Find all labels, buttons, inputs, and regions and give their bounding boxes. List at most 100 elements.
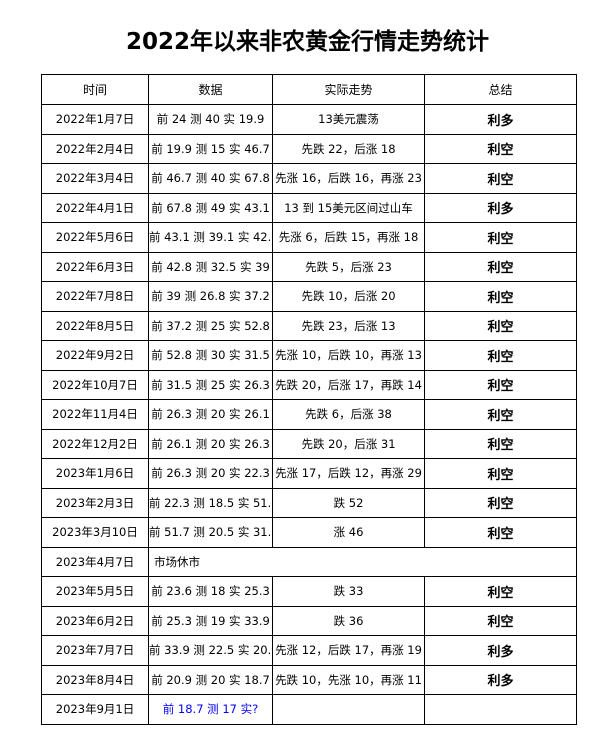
table-row-pending: 2023年9月1日前 18.7 测 17 实? [41,694,577,725]
cell-summary: 利空 [424,340,577,371]
table-row: 2022年1月7日前 24 测 40 实 19.9 13美元震荡 利多 [41,104,577,135]
cell-summary: 利空 [424,458,577,489]
cell-summary: 利空 [424,487,577,518]
cell-data: 前 25.3 测 19 实 33.9 [148,605,273,636]
table-row: 2023年8月4日前 20.9 测 20 实 18.7 先跌 10，先涨 10，再… [41,664,577,695]
cell-summary: 利空 [424,576,577,607]
cell-trend: 先跌 6，后涨 38 [272,399,425,430]
cell-date: 2022年5月6日 [41,222,149,253]
cell-summary: 利空 [424,251,577,282]
cell-data: 前 67.8 测 49 实 43.1 [148,192,273,223]
table-row: 2022年9月2日前 52.8 测 30 实 31.5 先涨 10，后跌 10，再… [41,340,577,371]
cell-trend: 跌 52 [272,487,425,518]
page-title: 2022年以来非农黄金行情走势统计 [125,29,489,55]
cell-data: 前 43.1 测 39.1 实 42.8 [148,222,273,253]
cell-date: 2023年2月3日 [41,487,149,518]
cell-trend: 13 到 15美元区间过山车 [272,192,425,223]
cell-trend: 先跌 10，后涨 20 [272,281,425,312]
table-row: 2022年10月7日前 31.5 测 25 实 26.3 先跌 20，后涨 17，… [41,369,577,400]
header-time: 时间 [41,74,149,105]
table-row: 2022年6月3日前 42.8 测 32.5 实 39 先跌 5，后涨 23 利空 [41,251,577,282]
cell-date: 2023年8月4日 [41,664,149,695]
cell-date: 2023年9月1日 [41,694,149,725]
cell-date: 2022年9月2日 [41,340,149,371]
cell-date: 2022年6月3日 [41,251,149,282]
cell-data: 前 24 测 40 实 19.9 [148,104,273,135]
table-row: 2022年2月4日前 19.9 测 15 实 46.7 先跌 22，后涨 18 利空 [41,133,577,164]
table-row: 2022年8月5日前 37.2 测 25 实 52.8 先跌 23，后涨 13 利空 [41,310,577,341]
cell-date: 2022年10月7日 [41,369,149,400]
table-row-closed: 2023年4月7日 市场休市 [41,546,577,577]
cell-date: 2022年4月1日 [41,192,149,223]
cell-data: 前 23.6 测 18 实 25.3 [148,576,273,607]
cell-summary: 利空 [424,517,577,548]
table-row: 2022年7月8日前 39 测 26.8 实 37.2 先跌 10，后涨 20 利空 [41,281,577,312]
cell-data: 前 51.7 测 20.5 实 31.1 [148,517,273,548]
cell-date: 2022年12月2日 [41,428,149,459]
cell-trend: 先跌 22，后涨 18 [272,133,425,164]
cell-data: 前 33.9 测 22.5 实 20.9 [148,635,273,666]
cell-summary: 利空 [424,605,577,636]
cell-data: 前 26.3 测 20 实 26.1 [148,399,273,430]
cell-trend: 先跌 23，后涨 13 [272,310,425,341]
cell-data: 前 26.1 测 20 实 26.3 [148,428,273,459]
cell-summary: 利多 [424,192,577,223]
cell-data: 前 31.5 测 25 实 26.3 [148,369,273,400]
cell-trend: 先涨 10，后跌 10，再涨 13 [272,340,425,371]
cell-date: 2022年11月4日 [41,399,149,430]
cell-summary: 利空 [424,133,577,164]
table-row: 2022年3月4日前 46.7 测 40 实 67.8 先涨 16，后跌 16，再… [41,163,577,194]
cell-trend: 跌 36 [272,605,425,636]
cell-date: 2023年1月6日 [41,458,149,489]
cell-data: 前 26.3 测 20 实 22.3 [148,458,273,489]
cell-summary: 利多 [424,664,577,695]
table-row: 2023年6月2日前 25.3 测 19 实 33.9 跌 36 利空 [41,605,577,636]
cell-trend: 先涨 6，后跌 15，再涨 18 [272,222,425,253]
header-data: 数据 [148,74,273,105]
cell-data: 前 19.9 测 15 实 46.7 [148,133,273,164]
cell-data: 前 46.7 测 40 实 67.8 [148,163,273,194]
cell-trend: 先涨 12，后跌 17，再涨 19 [272,635,425,666]
header-trend: 实际走势 [272,74,425,105]
cell-summary: 利空 [424,222,577,253]
cell-date: 2022年1月7日 [41,104,149,135]
cell-summary: 利空 [424,369,577,400]
cell-trend: 跌 33 [272,576,425,607]
cell-data: 前 18.7 测 17 实? [148,694,273,725]
table-row: 2022年5月6日前 43.1 测 39.1 实 42.8 先涨 6，后跌 15，… [41,222,577,253]
cell-date: 2022年8月5日 [41,310,149,341]
cell-date: 2023年3月10日 [41,517,149,548]
cell-date: 2023年6月2日 [41,605,149,636]
cell-date: 2022年7月8日 [41,281,149,312]
table-row: 2022年4月1日前 67.8 测 49 实 43.1 13 到 15美元区间过山… [41,192,577,223]
table-row: 2023年5月5日前 23.6 测 18 实 25.3 跌 33 利空 [41,576,577,607]
cell-summary: 利空 [424,163,577,194]
cell-market-closed: 市场休市 [148,546,577,577]
table-row: 2023年2月3日前 22.3 测 18.5 实 51.7 跌 52 利空 [41,487,577,518]
cell-trend: 先跌 5，后涨 23 [272,251,425,282]
cell-date: 2023年5月5日 [41,576,149,607]
cell-trend: 先涨 17，后跌 12，再涨 29 [272,458,425,489]
cell-trend: 涨 46 [272,517,425,548]
cell-date: 2022年2月4日 [41,133,149,164]
cell-trend [272,694,425,725]
table-header-row: 时间 数据 实际走势 总结 [41,74,577,105]
cell-date: 2022年3月4日 [41,163,149,194]
cell-trend: 先跌 20，后涨 17，再跌 14 [272,369,425,400]
cell-summary: 利空 [424,399,577,430]
cell-data: 前 20.9 测 20 实 18.7 [148,664,273,695]
cell-data: 前 37.2 测 25 实 52.8 [148,310,273,341]
cell-data: 前 22.3 测 18.5 实 51.7 [148,487,273,518]
cell-summary: 利多 [424,104,577,135]
table-row: 2023年7月7日前 33.9 测 22.5 实 20.9 先涨 12，后跌 17… [41,635,577,666]
cell-date: 2023年4月7日 [41,546,149,577]
table-row: 2022年11月4日前 26.3 测 20 实 26.1 先跌 6，后涨 38 利空 [41,399,577,430]
cell-data: 前 52.8 测 30 实 31.5 [148,340,273,371]
cell-trend: 先涨 16，后跌 16，再涨 23 [272,163,425,194]
cell-summary [424,694,577,725]
cell-trend: 先跌 10，先涨 10，再涨 11 [272,664,425,695]
cell-summary: 利空 [424,281,577,312]
table-row: 2023年3月10日前 51.7 测 20.5 实 31.1 涨 46 利空 [41,517,577,548]
table-row: 2023年1月6日前 26.3 测 20 实 22.3 先涨 17，后跌 12，再… [41,458,577,489]
stats-table: 时间 数据 实际走势 总结 2022年1月7日前 24 测 40 实 19.9 1… [41,74,577,725]
